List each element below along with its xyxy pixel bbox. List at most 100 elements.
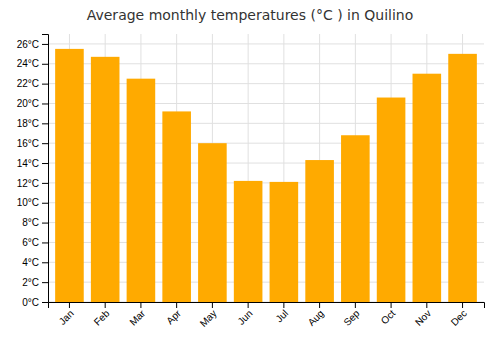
tick-mark xyxy=(42,143,48,144)
tick-mark xyxy=(176,302,177,308)
bar xyxy=(270,182,299,302)
tick-mark xyxy=(42,183,48,184)
tick-mark xyxy=(69,302,70,308)
tick-label: May xyxy=(198,308,219,329)
tick: 2°C xyxy=(22,277,48,288)
tick: Dec xyxy=(449,302,469,328)
tick-mark xyxy=(355,302,356,308)
y-axis: 0°C 2°C 4°C 6°C 8°C 10°C 12°C 14°C 16°C 18°C 20°C 2… xyxy=(17,35,49,308)
tick: 8°C xyxy=(22,217,48,228)
tick: 0°C xyxy=(22,297,48,308)
tick-mark xyxy=(426,302,427,308)
tick: May xyxy=(198,302,219,329)
tick: Jun xyxy=(235,302,254,327)
tick: 14°C xyxy=(17,158,48,169)
tick: Sep xyxy=(341,302,362,328)
tick: 24°C xyxy=(17,58,48,69)
tick-mark xyxy=(212,302,213,308)
tick: 20°C xyxy=(17,98,48,109)
bar xyxy=(234,181,263,302)
tick-label: 6°C xyxy=(22,237,39,248)
tick: 4°C xyxy=(22,257,48,268)
title: Average monthly temperatures (°C ) in Qu… xyxy=(87,7,414,23)
tick: Apr xyxy=(164,302,183,326)
tick-mark xyxy=(283,302,284,308)
tick-mark xyxy=(42,203,48,204)
tick: Oct xyxy=(379,302,398,326)
bar xyxy=(127,79,156,302)
tick: 6°C xyxy=(22,237,48,248)
tick-label: 26°C xyxy=(17,39,39,50)
tick-mark xyxy=(42,262,48,263)
tick-mark xyxy=(248,302,249,308)
tick-mark xyxy=(42,103,48,104)
plot: Jan Feb Mar Apr May Jun Jul Aug Sep Oct Nov Dec 0°C 2… xyxy=(17,34,485,329)
tick-mark xyxy=(391,302,392,308)
tick-label: Jan xyxy=(57,308,76,327)
tick-label: 8°C xyxy=(22,217,39,228)
tick-mark xyxy=(140,302,141,308)
tick-label: Oct xyxy=(379,308,398,327)
tick-mark xyxy=(462,302,463,308)
tick-mark xyxy=(105,302,106,308)
tick-mark xyxy=(42,84,48,85)
tick-label: Jul xyxy=(273,308,290,325)
tick-label: 16°C xyxy=(17,138,39,149)
tick-mark xyxy=(42,64,48,65)
tick-label: Sep xyxy=(341,307,362,328)
tick-label: Aug xyxy=(306,308,326,328)
tick-mark xyxy=(42,44,48,45)
tick-mark xyxy=(42,302,48,303)
tick-label: Jun xyxy=(235,308,254,327)
tick-mark xyxy=(42,242,48,243)
tick-label: 4°C xyxy=(22,257,39,268)
bars xyxy=(55,49,477,302)
tick: 26°C xyxy=(17,39,48,50)
grid-line xyxy=(48,43,484,44)
tick-label: Apr xyxy=(164,307,183,326)
chart: Jan Feb Mar Apr May Jun Jul Aug Sep Oct Nov Dec 0°C 2… xyxy=(0,0,500,350)
axis-line xyxy=(42,35,49,303)
tick-label: 2°C xyxy=(22,277,39,288)
tick-label: Feb xyxy=(92,307,112,327)
x-axis: Jan Feb Mar Apr May Jun Jul Aug Sep Oct Nov Dec xyxy=(49,302,485,329)
tick-label: Dec xyxy=(449,308,469,328)
bar xyxy=(341,135,370,302)
tick-label: Nov xyxy=(413,308,433,328)
tick-label: Mar xyxy=(127,307,147,327)
bar xyxy=(377,98,406,302)
tick: Mar xyxy=(127,302,147,328)
tick-label: 22°C xyxy=(17,78,39,89)
tick-label: 20°C xyxy=(17,98,39,109)
tick-label: 24°C xyxy=(17,58,39,69)
tick: 18°C xyxy=(17,118,48,129)
tick: 16°C xyxy=(17,138,48,149)
bar xyxy=(413,74,442,302)
tick-label: 10°C xyxy=(17,197,39,208)
bar xyxy=(448,54,477,302)
tick: 10°C xyxy=(17,197,48,208)
tick: 12°C xyxy=(17,178,48,189)
tick: 22°C xyxy=(17,78,48,89)
tick: Nov xyxy=(413,302,433,328)
tick-mark xyxy=(42,282,48,283)
bar xyxy=(162,111,191,302)
tick-mark xyxy=(42,223,48,224)
tick-mark xyxy=(319,302,320,308)
axis-line xyxy=(49,303,485,309)
bar xyxy=(305,160,334,302)
tick: Jan xyxy=(57,302,76,327)
tick-label: 12°C xyxy=(17,178,39,189)
tick: Jul xyxy=(273,302,290,324)
tick-mark xyxy=(42,123,48,124)
tick-label: 0°C xyxy=(22,297,39,308)
bar xyxy=(91,57,120,302)
tick: Feb xyxy=(92,302,112,328)
tick: Aug xyxy=(306,302,326,328)
grid xyxy=(48,34,484,302)
bar xyxy=(55,49,84,302)
tick-mark xyxy=(42,163,48,164)
bar xyxy=(198,143,227,302)
tick-label: 18°C xyxy=(17,118,39,129)
tick-label: 14°C xyxy=(17,158,39,169)
